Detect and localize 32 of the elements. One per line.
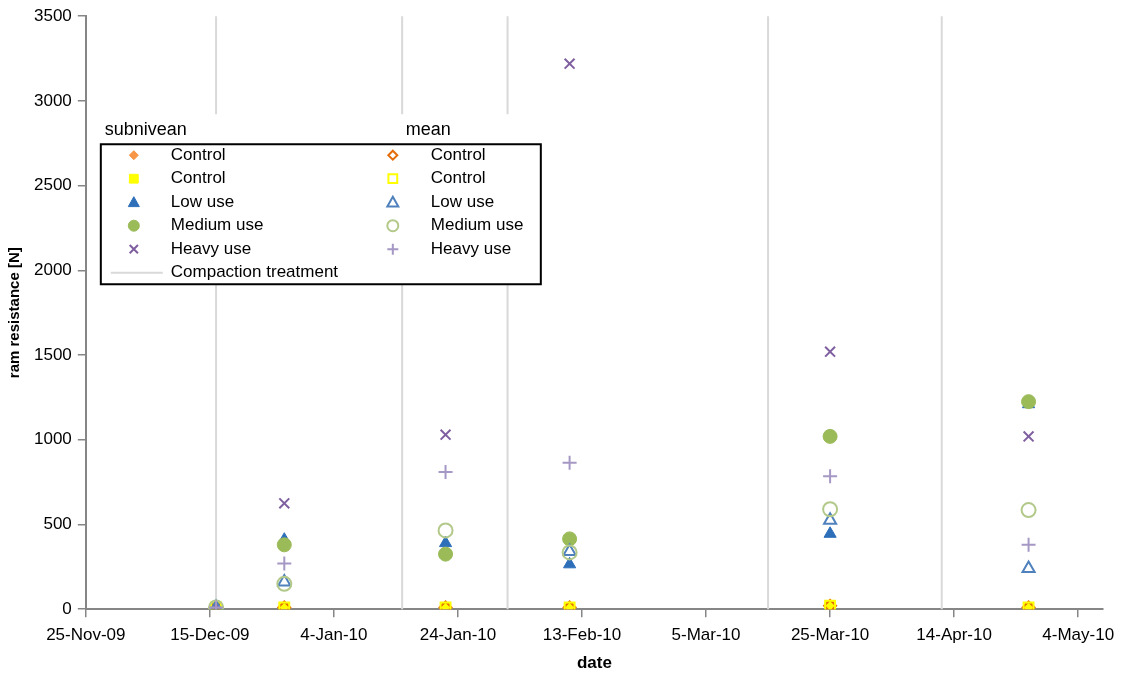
y-tick-label: 500 [43, 514, 72, 534]
x-tick-label: 24-Jan-10 [419, 625, 497, 645]
y-tick-label: 3500 [33, 5, 72, 25]
x-axis-title: date [576, 653, 612, 673]
y-tick-label: 1000 [33, 429, 72, 449]
legend-label: Control [170, 168, 226, 188]
legend-label: Medium use [430, 215, 524, 235]
y-tick-label: 0 [62, 598, 72, 618]
x-tick-label: 25-Mar-10 [790, 625, 870, 645]
annotation: subnivean [104, 119, 187, 140]
legend-label: Control [170, 144, 226, 164]
x-tick-label: 4-Jan-10 [300, 625, 368, 645]
x-tick-label: 14-Apr-10 [916, 625, 992, 645]
ref-line-label: Compaction treatment [170, 262, 339, 282]
legend-label: Low use [430, 191, 495, 211]
legend-label: Control [430, 144, 486, 164]
y-tick-label: 3000 [33, 90, 72, 110]
legend-label: Low use [170, 191, 235, 211]
y-axis-title: ram resistance [N] [5, 247, 23, 379]
y-tick-label: 2500 [33, 175, 72, 195]
x-tick-label: 5-Mar-10 [671, 625, 741, 645]
legend-label: Heavy use [430, 238, 512, 258]
annotation: mean [405, 119, 451, 140]
legend-label: Medium use [170, 215, 264, 235]
x-tick-label: 13-Feb-10 [542, 625, 622, 645]
x-tick-label: 15-Dec-09 [170, 625, 250, 645]
x-tick-label: 4-May-10 [1042, 625, 1115, 645]
y-tick-label: 2000 [33, 260, 72, 280]
y-tick-label: 1500 [33, 344, 72, 364]
legend-label: Heavy use [170, 238, 252, 258]
legend-label: Control [430, 168, 486, 188]
x-tick-label: 25-Nov-09 [46, 625, 126, 645]
